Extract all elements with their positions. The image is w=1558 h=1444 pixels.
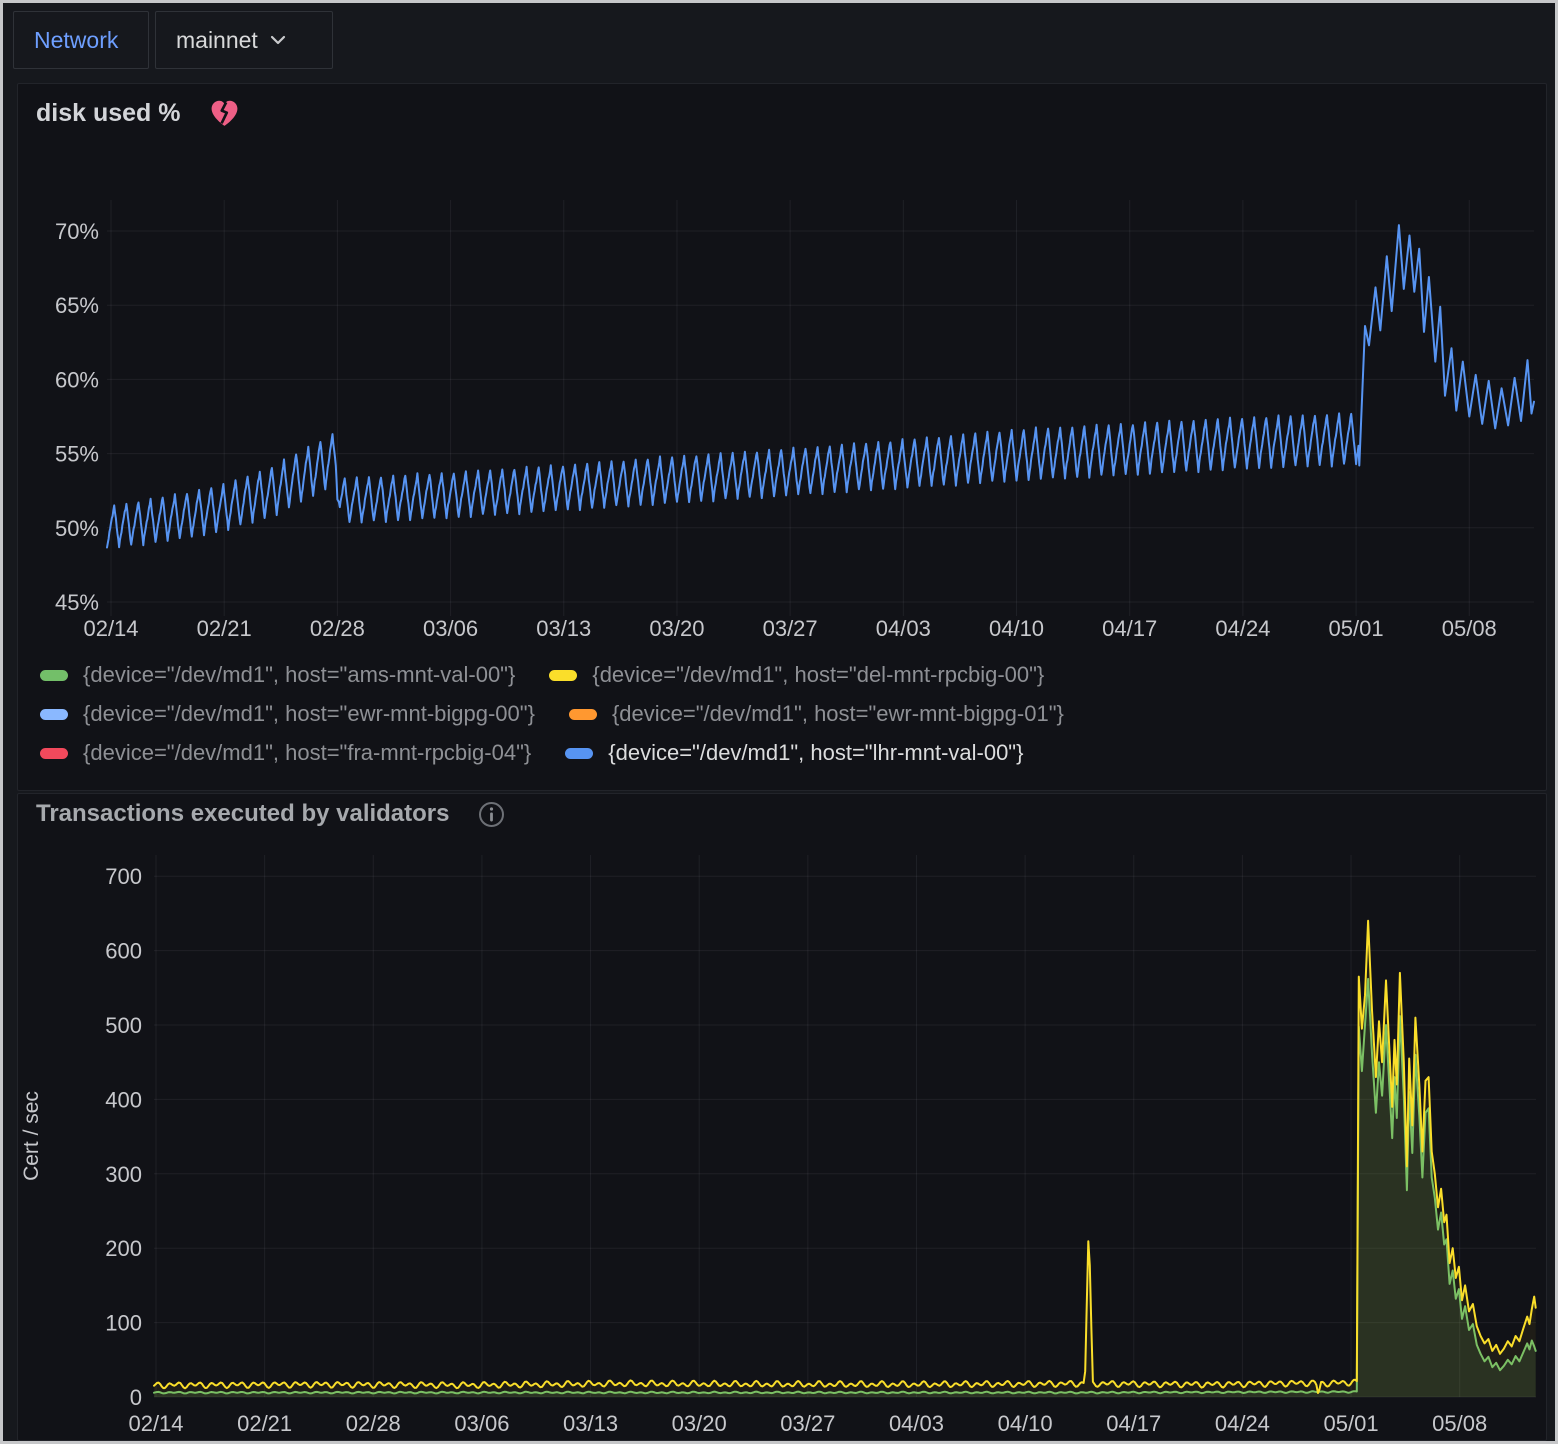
- x-tick-label: 03/20: [672, 1411, 727, 1436]
- info-circle-icon[interactable]: [478, 801, 505, 828]
- y-tick-label: 200: [105, 1236, 142, 1261]
- legend-series-swatch: [40, 670, 68, 681]
- x-tick-label: 04/03: [876, 616, 931, 641]
- y-tick-label: 0: [130, 1385, 142, 1410]
- chevron-down-icon: [270, 35, 286, 45]
- x-tick-label: 03/27: [763, 616, 818, 641]
- transactions-chart[interactable]: 0 100 200 300 400 500 600 700 02/14 02/21 02/28 03/…: [18, 794, 1546, 1440]
- legend-series-label: {device="/dev/md1", host="ewr-mnt-bigpg-…: [83, 701, 535, 727]
- y-tick-label: 300: [105, 1162, 142, 1187]
- legend-item[interactable]: {device="/dev/md1", host="lhr-mnt-val-00…: [565, 740, 1023, 766]
- x-tick-label: 05/01: [1329, 616, 1384, 641]
- x-tick-label: 02/28: [346, 1411, 401, 1436]
- x-tick-label: 05/08: [1432, 1411, 1487, 1436]
- variable-label-network: Network: [13, 11, 149, 69]
- x-tick-label: 03/06: [423, 616, 478, 641]
- x-tick-label: 03/27: [780, 1411, 835, 1436]
- legend-item[interactable]: {device="/dev/md1", host="fra-mnt-rpcbig…: [40, 740, 531, 766]
- chart-legend: {device="/dev/md1", host="ams-mnt-val-00…: [40, 662, 1098, 779]
- plot-area[interactable]: [107, 200, 1534, 616]
- legend-item[interactable]: {device="/dev/md1", host="ewr-mnt-bigpg-…: [40, 701, 535, 727]
- x-tick-label: 04/17: [1102, 616, 1157, 641]
- y-tick-label: 50%: [55, 516, 99, 541]
- legend-series-swatch: [40, 709, 68, 720]
- x-tick-label: 03/20: [649, 616, 704, 641]
- y-tick-label: 70%: [55, 219, 99, 244]
- legend-series-label: {device="/dev/md1", host="lhr-mnt-val-00…: [608, 740, 1023, 766]
- legend-series-label: {device="/dev/md1", host="ewr-mnt-bigpg-…: [612, 701, 1064, 727]
- legend-series-swatch: [569, 709, 597, 720]
- legend-series-swatch: [549, 670, 577, 681]
- y-tick-label: 65%: [55, 293, 99, 318]
- x-tick-label: 02/21: [197, 616, 252, 641]
- legend-item[interactable]: {device="/dev/md1", host="del-mnt-rpcbig…: [549, 662, 1044, 688]
- panel-disk-used: disk used % 45% 50% 55% 60% 65% 70% 02/14 02/21…: [17, 83, 1547, 791]
- variable-value-text: mainnet: [176, 27, 258, 54]
- panel-title[interactable]: disk used %: [36, 99, 181, 128]
- legend-item[interactable]: {device="/dev/md1", host="ewr-mnt-bigpg-…: [569, 701, 1064, 727]
- variable-label-text: Network: [34, 27, 118, 54]
- x-tick-label: 03/13: [536, 616, 591, 641]
- x-tick-label: 04/24: [1215, 616, 1270, 641]
- broken-heart-icon: [209, 98, 240, 128]
- x-tick-label: 05/08: [1442, 616, 1497, 641]
- y-tick-label: 100: [105, 1311, 142, 1336]
- panel-transactions: Transactions executed by validators Cert…: [17, 793, 1547, 1441]
- grafana-dashboard: Network mainnet disk used % 45% 50% 55% 60%…: [0, 0, 1558, 1444]
- x-tick-label: 04/17: [1106, 1411, 1161, 1436]
- y-tick-label: 45%: [55, 590, 99, 615]
- y-tick-label: 700: [105, 864, 142, 889]
- legend-row: {device="/dev/md1", host="ewr-mnt-bigpg-…: [40, 701, 1098, 727]
- y-tick-label: 400: [105, 1087, 142, 1112]
- plot-area[interactable]: [154, 855, 1536, 1397]
- legend-series-label: {device="/dev/md1", host="ams-mnt-val-00…: [83, 662, 515, 688]
- y-tick-label: 500: [105, 1013, 142, 1038]
- y-axis-label: Cert / sec: [20, 1091, 44, 1181]
- x-tick-label: 02/28: [310, 616, 365, 641]
- x-tick-label: 05/01: [1324, 1411, 1379, 1436]
- legend-series-label: {device="/dev/md1", host="fra-mnt-rpcbig…: [83, 740, 531, 766]
- x-tick-label: 04/10: [989, 616, 1044, 641]
- network-variable-dropdown[interactable]: mainnet: [155, 11, 333, 69]
- y-tick-label: 55%: [55, 442, 99, 467]
- panel2-header: Transactions executed by validators: [36, 800, 505, 828]
- x-tick-label: 03/13: [563, 1411, 618, 1436]
- legend-series-label: {device="/dev/md1", host="del-mnt-rpcbig…: [592, 662, 1044, 688]
- legend-series-swatch: [565, 748, 593, 759]
- legend-series-swatch: [40, 748, 68, 759]
- legend-item[interactable]: {device="/dev/md1", host="ams-mnt-val-00…: [40, 662, 515, 688]
- legend-row: {device="/dev/md1", host="fra-mnt-rpcbig…: [40, 740, 1098, 766]
- x-tick-label: 04/10: [998, 1411, 1053, 1436]
- x-tick-label: 04/24: [1215, 1411, 1270, 1436]
- legend-row: {device="/dev/md1", host="ams-mnt-val-00…: [40, 662, 1098, 688]
- y-tick-label: 600: [105, 939, 142, 964]
- panel1-header: disk used %: [36, 98, 240, 128]
- x-tick-label: 04/03: [889, 1411, 944, 1436]
- x-tick-label: 02/14: [128, 1411, 183, 1436]
- x-tick-label: 02/14: [83, 616, 138, 641]
- panel-title[interactable]: Transactions executed by validators: [36, 800, 450, 828]
- x-tick-label: 02/21: [237, 1411, 292, 1436]
- x-tick-label: 03/06: [454, 1411, 509, 1436]
- disk-used-chart[interactable]: 45% 50% 55% 60% 65% 70% 02/14 02/21 02/28 03/06 03…: [18, 84, 1546, 656]
- y-tick-label: 60%: [55, 367, 99, 392]
